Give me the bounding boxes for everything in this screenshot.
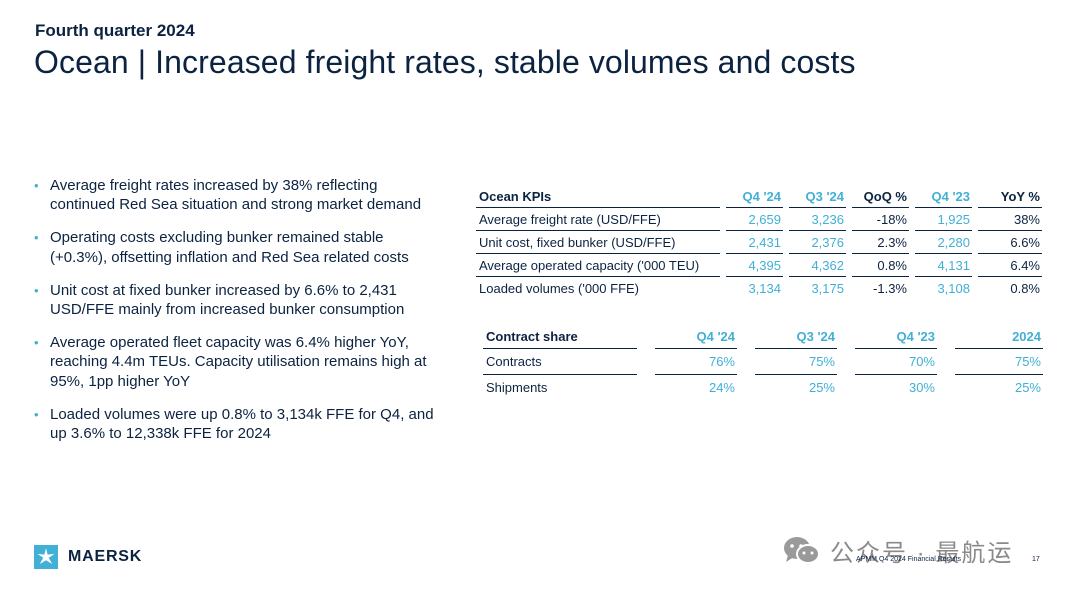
- bullet-item: • Operating costs excluding bunker remain…: [34, 228, 444, 266]
- kpi-header-q4-23: Q4 '23: [915, 185, 972, 208]
- table-row: Contracts 76% 75% 70% 75%: [483, 348, 1043, 375]
- table-row: Loaded volumes ('000 FFE) 3,134 3,175 -1…: [476, 277, 1042, 300]
- bullet-dot-icon: •: [34, 335, 39, 351]
- table-row: Average operated capacity ('000 TEU) 4,3…: [476, 253, 1042, 277]
- kpi-row-label: Average operated capacity ('000 TEU): [476, 253, 720, 277]
- contract-header-q4-24: Q4 '24: [655, 325, 737, 349]
- contract-cell: 70%: [855, 348, 937, 375]
- kpi-cell: 2,376: [789, 230, 846, 254]
- bullet-dot-icon: •: [34, 406, 39, 422]
- contract-header-2024: 2024: [955, 325, 1043, 349]
- kpi-cell: 4,395: [726, 253, 783, 277]
- wechat-icon: [784, 536, 820, 564]
- kpi-header-yoy: YoY %: [978, 185, 1042, 208]
- page-title: Ocean | Increased freight rates, stable …: [34, 44, 856, 80]
- kpi-cell: 0.8%: [852, 253, 909, 277]
- ocean-kpi-table: Ocean KPIs Q4 '24 Q3 '24 QoQ % Q4 '23 Yo…: [476, 185, 1042, 299]
- kpi-cell: 2.3%: [852, 230, 909, 254]
- eyebrow-title: Fourth quarter 2024: [35, 21, 195, 40]
- footer-note: APMM Q4 2024 Financial Results: [856, 556, 962, 563]
- bullet-item: • Unit cost at fixed bunker increased by …: [34, 281, 444, 319]
- table-row: Average freight rate (USD/FFE) 2,659 3,2…: [476, 207, 1042, 231]
- watermark: 公众号 · 最航运: [782, 533, 1013, 568]
- contract-cell: 30%: [908, 380, 935, 395]
- kpi-header-qoq: QoQ %: [852, 185, 909, 208]
- bullet-text: Loaded volumes were up 0.8% to 3,134k FF…: [50, 405, 434, 443]
- kpi-cell: 2,280: [915, 230, 972, 254]
- contract-cell: 24%: [708, 380, 735, 395]
- kpi-cell: -1.3%: [873, 281, 907, 296]
- bullet-item: • Average operated fleet capacity was 6.4…: [34, 333, 444, 391]
- table-row: Unit cost, fixed bunker (USD/FFE) 2,431 …: [476, 230, 1042, 254]
- brand-name: MAERSK: [68, 548, 143, 565]
- bullet-dot-icon: •: [34, 282, 39, 298]
- contract-cell: 75%: [755, 348, 837, 375]
- table-row: Shipments 24% 25% 30% 25%: [483, 375, 1043, 401]
- contract-row-label: Contracts: [483, 348, 637, 375]
- kpi-cell: 0.8%: [1010, 281, 1040, 296]
- contract-cell: 25%: [1014, 380, 1041, 395]
- bullet-text: Average operated fleet capacity was 6.4%…: [50, 334, 427, 390]
- kpi-cell: 38%: [978, 207, 1042, 231]
- bullet-list: • Average freight rates increased by 38% …: [34, 176, 444, 457]
- kpi-cell: 3,236: [789, 207, 846, 231]
- bullet-text: Unit cost at fixed bunker increased by 6…: [50, 281, 405, 319]
- bullet-text: Average freight rates increased by 38% r…: [50, 177, 422, 214]
- contract-row-label: Shipments: [486, 380, 548, 395]
- bullet-dot-icon: •: [34, 178, 39, 193]
- contract-share-table: Contract share Q4 '24 Q3 '24 Q4 '23 2024…: [483, 325, 1043, 400]
- bullet-item: • Average freight rates increased by 38% …: [34, 176, 444, 214]
- kpi-header-q4-24: Q4 '24: [726, 185, 783, 208]
- kpi-header-label: Ocean KPIs: [476, 185, 720, 208]
- kpi-cell: 1,925: [915, 207, 972, 231]
- contract-header-label: Contract share: [483, 325, 637, 349]
- contract-cell: 25%: [808, 380, 835, 395]
- kpi-cell: 2,659: [726, 207, 783, 231]
- bullet-text: Operating costs excluding bunker remaine…: [50, 229, 409, 266]
- kpi-cell: 3,175: [811, 281, 844, 296]
- contract-cell: 75%: [955, 348, 1043, 375]
- kpi-cell: 3,108: [937, 281, 970, 296]
- kpi-cell: 4,362: [789, 253, 846, 277]
- kpi-cell: 3,134: [748, 281, 781, 296]
- maersk-logo: MAERSK: [34, 545, 142, 569]
- contract-header-q3-24: Q3 '24: [755, 325, 837, 349]
- kpi-cell: 4,131: [915, 253, 972, 277]
- kpi-row-label: Average freight rate (USD/FFE): [476, 207, 720, 231]
- kpi-header-q3-24: Q3 '24: [789, 185, 846, 208]
- kpi-cell: 6.6%: [978, 230, 1042, 254]
- kpi-cell: 2,431: [726, 230, 783, 254]
- kpi-cell: -18%: [852, 207, 909, 231]
- kpi-cell: 6.4%: [978, 253, 1042, 277]
- kpi-row-label: Unit cost, fixed bunker (USD/FFE): [476, 230, 720, 254]
- maersk-star-icon: [34, 545, 58, 569]
- watermark-text: 公众号 · 最航运: [830, 540, 1014, 567]
- bullet-item: • Loaded volumes were up 0.8% to 3,134k F…: [34, 405, 444, 443]
- contract-cell: 76%: [655, 348, 737, 375]
- bullet-dot-icon: •: [34, 230, 39, 246]
- kpi-row-label: Loaded volumes ('000 FFE): [479, 281, 640, 296]
- page-number: 17: [1032, 556, 1040, 563]
- contract-header-q4-23: Q4 '23: [855, 325, 937, 349]
